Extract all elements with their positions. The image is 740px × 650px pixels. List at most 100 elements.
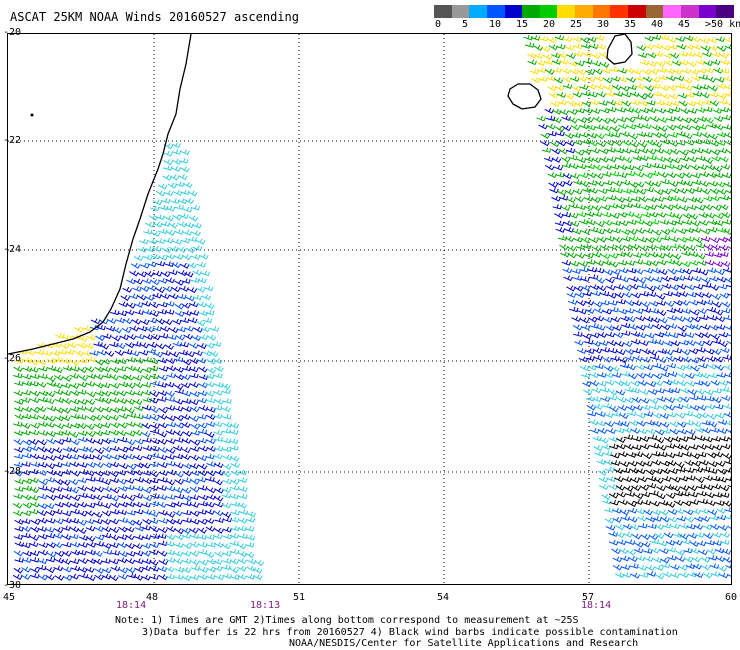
- wind-barb: [567, 252, 577, 259]
- wind-barb: [160, 271, 171, 278]
- wind-barb: [70, 439, 80, 446]
- wind-barb: [132, 445, 143, 451]
- wind-barb: [116, 430, 127, 437]
- wind-barb: [96, 324, 106, 331]
- wind-map[interactable]: [7, 33, 732, 585]
- wind-barb: [675, 172, 685, 179]
- wind-barb: [608, 531, 618, 537]
- map-canvas[interactable]: [8, 34, 731, 584]
- wind-barb: [93, 438, 104, 445]
- wind-barb: [214, 551, 224, 558]
- wind-barb: [30, 526, 40, 533]
- wind-barb: [694, 332, 705, 339]
- wind-barb: [61, 407, 71, 414]
- wind-barb: [180, 414, 191, 420]
- wind-barb: [158, 559, 169, 566]
- wind-barb: [36, 359, 47, 366]
- wind-barb: [657, 348, 667, 355]
- wind-barb: [110, 565, 121, 572]
- wind-barb: [69, 573, 79, 580]
- wind-barb: [102, 486, 112, 492]
- wind-barb: [647, 523, 657, 529]
- wind-barb: [77, 367, 88, 374]
- wind-barb: [37, 454, 48, 461]
- wind-barb: [648, 68, 659, 75]
- wind-barb: [670, 243, 680, 250]
- wind-barb: [724, 44, 731, 50]
- wind-barb: [172, 501, 183, 508]
- wind-barb: [54, 454, 65, 461]
- wind-barb: [657, 163, 667, 170]
- wind-barb: [576, 300, 587, 307]
- wind-barb: [150, 423, 160, 429]
- wind-barb: [77, 381, 88, 388]
- wind-barb: [670, 523, 680, 530]
- wind-barb: [701, 148, 712, 155]
- wind-barb: [77, 477, 87, 484]
- wind-barb: [591, 387, 602, 394]
- wind-barb: [609, 171, 620, 177]
- wind-barb: [642, 162, 652, 169]
- wind-barb: [213, 372, 223, 379]
- wind-barb: [673, 396, 683, 403]
- wind-barb: [645, 332, 655, 339]
- wind-barb: [132, 375, 143, 381]
- wind-barb: [189, 310, 199, 316]
- wind-barb: [576, 157, 587, 164]
- wind-barb: [22, 366, 33, 373]
- wind-barb: [151, 245, 162, 252]
- wind-barb: [706, 76, 716, 83]
- wind-barb: [198, 494, 209, 501]
- wind-barb: [205, 431, 215, 438]
- wind-barb: [699, 459, 709, 466]
- wind-barb: [101, 398, 112, 405]
- wind-barb: [726, 293, 731, 296]
- wind-barb: [139, 285, 150, 292]
- wind-barb: [555, 227, 566, 233]
- wind-barb: [150, 493, 160, 499]
- wind-barb: [221, 388, 231, 395]
- wind-barb: [142, 487, 152, 494]
- wind-barb: [166, 526, 176, 533]
- wind-barb: [646, 99, 656, 106]
- wind-barb: [37, 503, 48, 510]
- wind-barb: [38, 533, 48, 540]
- wind-barb: [659, 557, 670, 564]
- wind-barb: [640, 443, 650, 450]
- wind-barb: [665, 501, 676, 508]
- wind-barb: [197, 527, 207, 534]
- wind-barb: [680, 163, 691, 170]
- wind-barb: [93, 518, 103, 525]
- wind-barb: [558, 59, 569, 65]
- wind-barb: [100, 429, 111, 436]
- wind-barb: [587, 364, 598, 371]
- x-tick-label: 45: [3, 592, 16, 603]
- wind-barb: [94, 390, 105, 397]
- wind-barb: [694, 197, 704, 204]
- wind-barb: [718, 283, 728, 290]
- wind-barb: [85, 535, 96, 542]
- wind-barb: [711, 204, 722, 211]
- wind-barb: [221, 543, 231, 550]
- wind-barb: [53, 389, 64, 395]
- wind-barb: [651, 509, 662, 516]
- wind-barb: [14, 486, 24, 492]
- wind-barb: [710, 379, 721, 386]
- wind-barb: [160, 198, 171, 204]
- wind-barb: [589, 237, 599, 244]
- wind-barb: [581, 243, 592, 250]
- wind-barb: [46, 405, 57, 412]
- wind-barb: [29, 477, 39, 484]
- wind-barb: [117, 557, 128, 564]
- wind-barb: [585, 348, 595, 355]
- wind-barb: [548, 44, 559, 51]
- wind-barb: [125, 389, 136, 396]
- wind-barb: [699, 84, 709, 90]
- wind-barb: [571, 228, 582, 235]
- wind-barb: [594, 307, 604, 314]
- wind-barb: [28, 541, 39, 548]
- wind-barb: [666, 75, 676, 82]
- wind-barb: [164, 309, 175, 315]
- wind-barb: [54, 397, 65, 404]
- wind-barb: [654, 147, 665, 154]
